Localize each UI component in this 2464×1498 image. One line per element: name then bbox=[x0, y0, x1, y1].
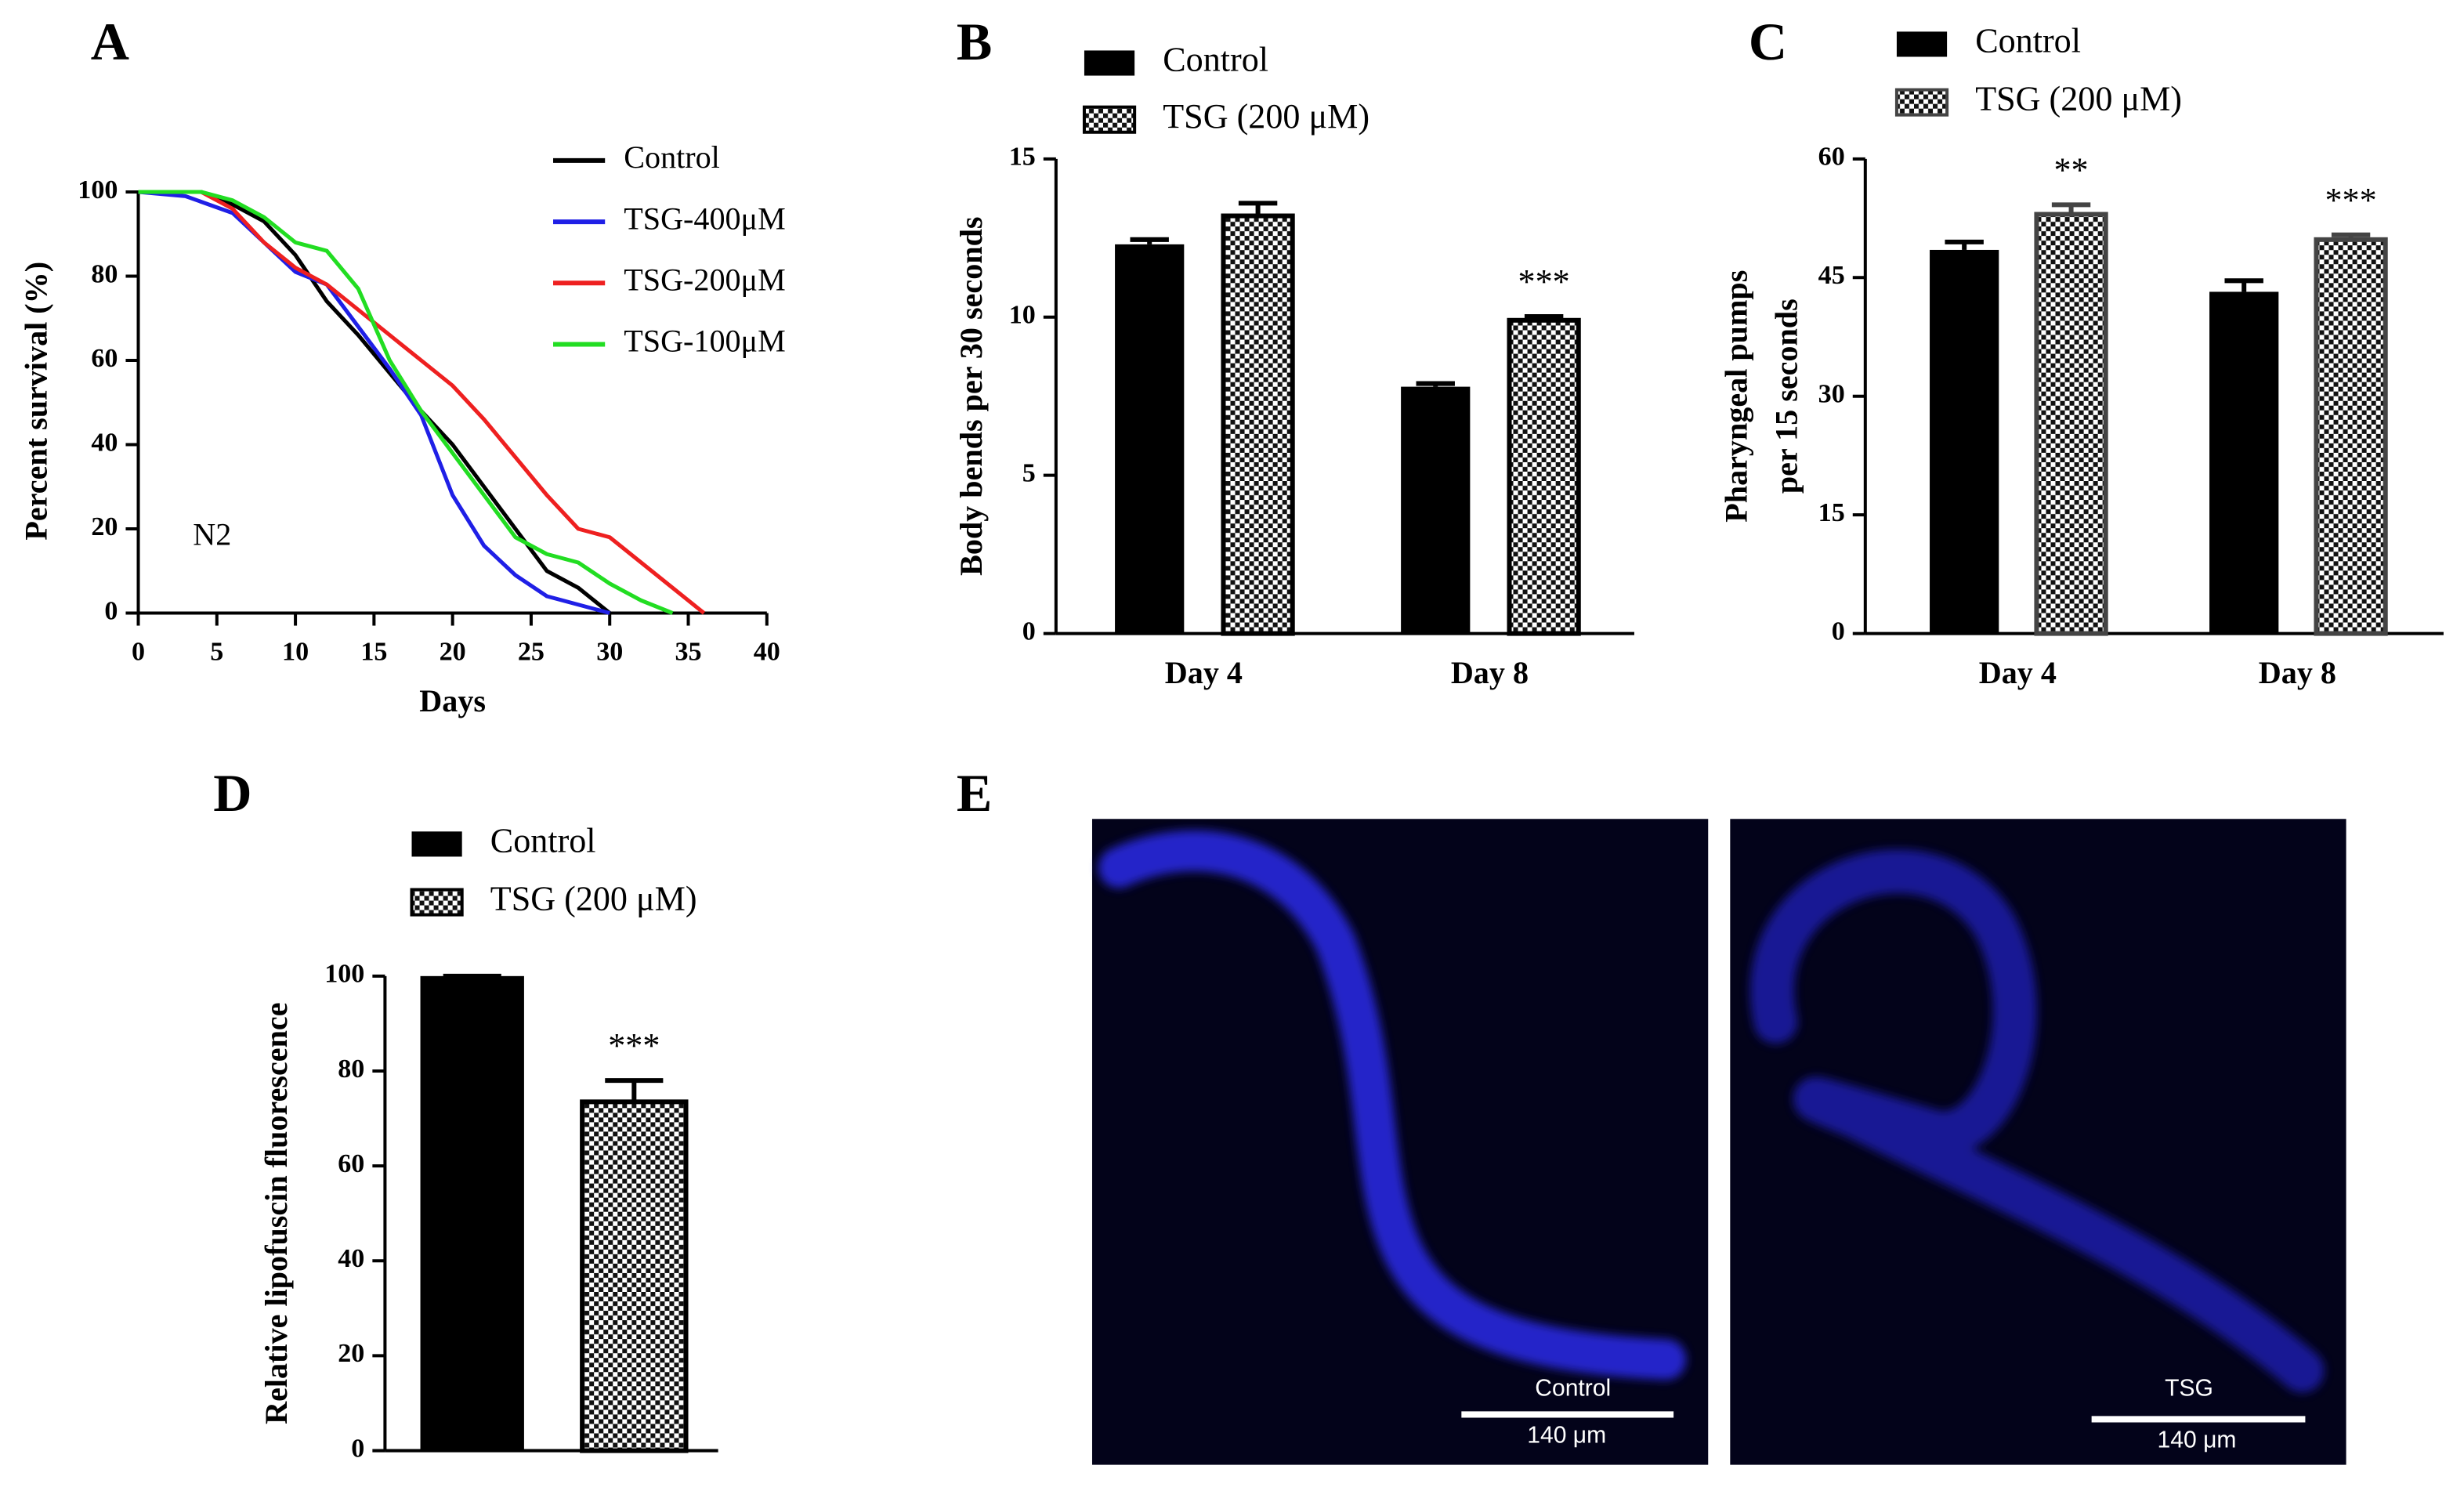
significance-label: *** bbox=[608, 1026, 660, 1065]
y-tick-label: 80 bbox=[91, 259, 118, 288]
significance-label: *** bbox=[1518, 262, 1570, 301]
survival-line bbox=[138, 190, 706, 615]
legend-swatch bbox=[411, 831, 462, 857]
panel-letter: E bbox=[957, 763, 992, 823]
bar bbox=[1401, 386, 1471, 634]
bar bbox=[420, 975, 524, 1451]
y-axis-label: per 15 seconds bbox=[1769, 299, 1804, 494]
y-tick-label: 10 bbox=[1009, 301, 1036, 330]
legend-swatch bbox=[1896, 31, 1948, 57]
y-axis-label: Relative lipofuscin fluorescence bbox=[259, 1002, 294, 1424]
legend-swatch bbox=[1084, 50, 1135, 76]
y-tick-label: 15 bbox=[1009, 143, 1036, 172]
legend-label: TSG-200μM bbox=[624, 262, 785, 298]
legend-label: Control bbox=[624, 139, 720, 175]
x-tick-label: 5 bbox=[210, 637, 223, 666]
y-tick-label: 45 bbox=[1818, 261, 1845, 290]
panel-letter: D bbox=[213, 763, 251, 823]
worm bbox=[1749, 849, 2325, 1393]
x-tick-label: 0 bbox=[132, 637, 145, 666]
bar bbox=[2034, 212, 2108, 636]
legend-swatch bbox=[1894, 88, 1949, 117]
y-tick-label: 30 bbox=[1818, 380, 1845, 409]
image-caption: TSG bbox=[2165, 1375, 2213, 1401]
scale-label: 140 μm bbox=[1527, 1422, 1606, 1448]
bar bbox=[1115, 244, 1185, 634]
panel-letter: A bbox=[91, 12, 129, 71]
y-tick-label: 80 bbox=[338, 1055, 364, 1084]
legend-label: Control bbox=[1163, 41, 1268, 79]
y-tick-label: 100 bbox=[78, 175, 118, 204]
x-tick-label: Day 4 bbox=[1165, 655, 1243, 690]
legend-swatch bbox=[1082, 105, 1137, 134]
y-tick-label: 60 bbox=[338, 1149, 364, 1178]
y-tick-label: 100 bbox=[324, 960, 364, 989]
y-tick-label: 0 bbox=[351, 1434, 364, 1463]
y-tick-label: 5 bbox=[1022, 458, 1036, 487]
y-axis-label: Percent survival (%) bbox=[18, 262, 53, 541]
panel-e: E Control 140 μm TSG 140 μm bbox=[957, 763, 2346, 1465]
y-tick-label: 20 bbox=[338, 1339, 364, 1368]
survival-line bbox=[138, 190, 611, 615]
micrograph bbox=[1730, 819, 2346, 1465]
bar bbox=[2209, 291, 2279, 634]
y-axis-label: Pharyngeal pumps bbox=[1719, 270, 1754, 523]
y-tick-label: 40 bbox=[91, 428, 118, 457]
y-tick-label: 0 bbox=[1022, 617, 1036, 646]
bar bbox=[1507, 317, 1581, 636]
bar bbox=[1221, 213, 1295, 636]
legend-label: Control bbox=[490, 821, 596, 859]
y-tick-label: 15 bbox=[1818, 498, 1845, 527]
scale-label: 140 μm bbox=[2158, 1427, 2237, 1453]
significance-label: ** bbox=[2054, 150, 2089, 189]
y-axis-label: Body bends per 30 seconds bbox=[953, 217, 989, 576]
significance-label: *** bbox=[2325, 181, 2377, 219]
x-tick-label: 25 bbox=[518, 637, 545, 666]
x-tick-label: Day 8 bbox=[1451, 655, 1529, 690]
legend-label: TSG (200 μM) bbox=[1163, 97, 1369, 136]
legend-label: Control bbox=[1975, 22, 2081, 60]
y-tick-label: 60 bbox=[91, 344, 118, 373]
worm bbox=[1098, 830, 1687, 1380]
x-tick-label: 40 bbox=[754, 637, 780, 666]
x-tick-label: 10 bbox=[282, 637, 309, 666]
bar bbox=[580, 1099, 689, 1453]
y-tick-label: 0 bbox=[104, 596, 118, 625]
x-tick-label: 15 bbox=[360, 637, 387, 666]
x-tick-label: 35 bbox=[675, 637, 701, 666]
x-tick-label: Day 4 bbox=[1979, 655, 2057, 690]
legend-label: TSG-100μM bbox=[624, 324, 785, 359]
x-tick-label: 20 bbox=[440, 637, 466, 666]
x-tick-label: 30 bbox=[596, 637, 623, 666]
bar bbox=[2314, 237, 2388, 636]
panel-letter: B bbox=[957, 12, 992, 71]
x-axis-label: Days bbox=[419, 683, 486, 718]
bar bbox=[1930, 249, 1999, 634]
x-tick-label: Day 8 bbox=[2259, 655, 2336, 690]
legend-label: TSG-400μM bbox=[624, 201, 785, 236]
y-tick-label: 0 bbox=[1832, 617, 1845, 646]
panel-letter: C bbox=[1749, 12, 1787, 71]
image-caption: Control bbox=[1535, 1375, 1611, 1401]
survival-line bbox=[138, 190, 674, 615]
legend-label: TSG (200 μM) bbox=[1975, 80, 2182, 118]
y-tick-label: 40 bbox=[338, 1244, 364, 1273]
legend-label: TSG (200 μM) bbox=[490, 880, 697, 918]
y-tick-label: 20 bbox=[91, 512, 118, 541]
y-tick-label: 60 bbox=[1818, 143, 1845, 172]
legend-swatch bbox=[410, 888, 464, 917]
annotation: N2 bbox=[193, 516, 231, 552]
